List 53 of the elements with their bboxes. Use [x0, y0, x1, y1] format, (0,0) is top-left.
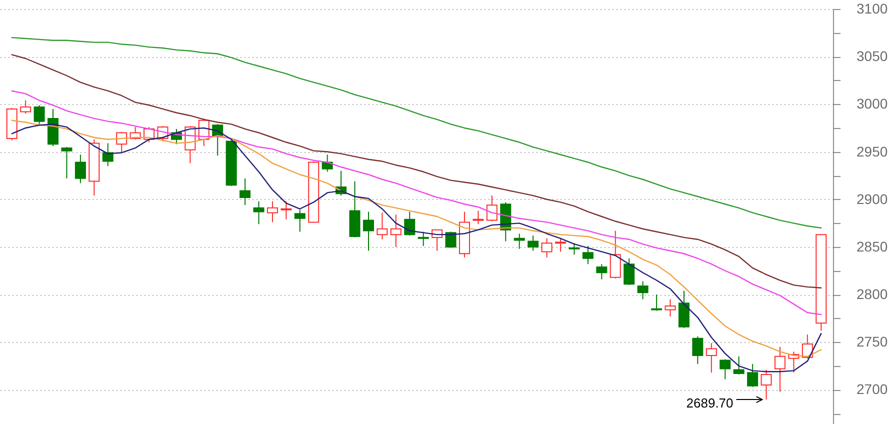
candlestick — [582, 246, 594, 265]
candlestick — [610, 230, 621, 279]
y-tick-label: 2750 — [856, 334, 888, 350]
candlestick — [486, 195, 498, 222]
candlestick — [472, 210, 484, 225]
candlestick — [514, 233, 525, 250]
y-tick-label: 3000 — [856, 96, 888, 112]
candlestick — [555, 238, 566, 252]
candlestick — [624, 258, 635, 286]
y-tick-label: 2700 — [856, 381, 888, 398]
candlestick — [280, 200, 292, 220]
candlestick — [266, 200, 278, 223]
candlestick — [322, 154, 333, 172]
candlestick — [637, 280, 648, 300]
candlestick — [418, 231, 429, 247]
candlestick — [541, 238, 552, 258]
candlestick — [362, 211, 374, 252]
candlestick — [568, 242, 580, 256]
candlestick — [720, 358, 731, 380]
candlestick — [102, 142, 114, 167]
candlestick — [20, 100, 32, 114]
candlestick — [760, 369, 772, 400]
line-series — [11, 36, 822, 229]
candlestick — [445, 231, 456, 248]
candlestick — [294, 209, 306, 232]
y-tick-label: 2850 — [856, 238, 888, 254]
candlestick — [253, 200, 264, 225]
candlestick — [596, 264, 608, 280]
line-series — [11, 54, 822, 288]
candlestick — [376, 212, 388, 240]
candlestick — [390, 214, 402, 248]
candlestick — [692, 336, 704, 365]
candlestick — [116, 131, 128, 154]
candlestick — [706, 342, 717, 374]
y-tick-label: 3100 — [856, 0, 888, 16]
candlestick — [733, 356, 744, 376]
candlestick — [678, 290, 690, 328]
y-tick-label: 3050 — [856, 48, 888, 64]
y-tick-label: 2800 — [856, 286, 888, 302]
candlestick — [240, 178, 251, 206]
candlestick — [528, 235, 539, 252]
candlestick — [404, 211, 416, 236]
y-tick-label: 2950 — [856, 143, 888, 160]
candlestick — [747, 364, 758, 388]
candlestick — [651, 294, 662, 312]
annotation: 2689.70 — [686, 396, 734, 411]
candlestick — [664, 298, 676, 317]
candlestick — [774, 346, 786, 392]
candlestick — [61, 146, 72, 179]
line-series — [11, 90, 822, 316]
y-tick-label: 2900 — [856, 190, 888, 207]
candlestick — [74, 154, 86, 184]
candlestick — [34, 104, 45, 125]
